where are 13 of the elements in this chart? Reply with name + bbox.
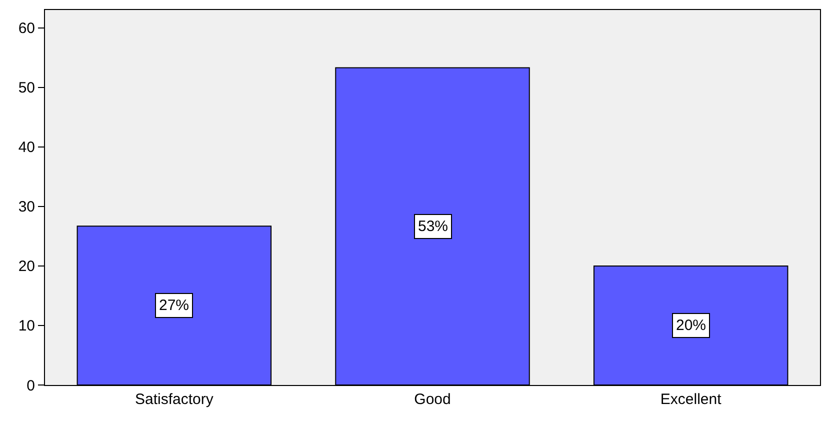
- y-tick-label: 60: [18, 20, 35, 38]
- x-tick-label: Excellent: [660, 391, 722, 408]
- y-tick-label: 0: [26, 377, 35, 394]
- y-tick-label: 50: [18, 80, 35, 97]
- y-tick-label: 40: [18, 139, 35, 156]
- x-tick-label: Satisfactory: [134, 391, 214, 408]
- y-tick-label: 30: [18, 198, 35, 216]
- y-tick-label: 20: [18, 258, 35, 276]
- data-label: 53%: [418, 218, 448, 235]
- x-tick-label: Good: [414, 391, 451, 408]
- y-tick-label: 10: [18, 318, 35, 335]
- data-label: 27%: [159, 297, 190, 314]
- data-label: 20%: [676, 317, 706, 334]
